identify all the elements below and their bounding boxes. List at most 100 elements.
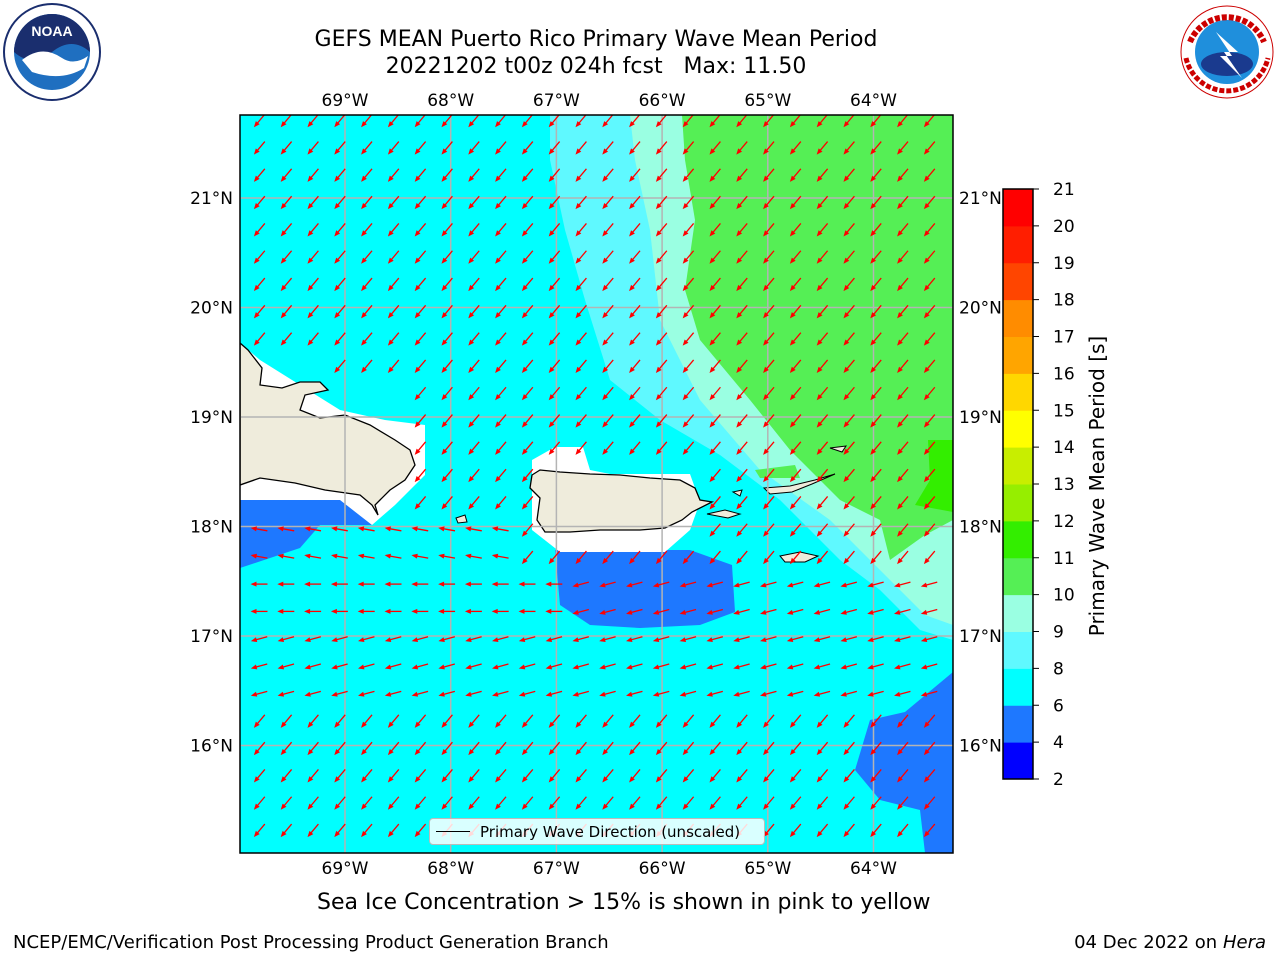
wave-vector-head [816,721,823,728]
wave-vector-head [763,448,769,455]
wave-vector-head [441,284,448,292]
wave-vector-head [602,202,609,210]
wave-vector-head [897,148,903,155]
wave-vector-head [789,776,796,783]
wave-vector-head [679,609,687,615]
wave-vector-head [277,608,284,614]
wave-vector-head [548,121,555,128]
wave-vector-head [491,526,499,532]
wave-vector-head [923,421,930,428]
hispaniola-land [240,342,416,516]
wave-vector-head [789,366,796,373]
wave-vector-head [843,175,850,182]
wave-vector-head [763,394,769,401]
wave-vector-head [870,530,877,537]
wave-vector-head [468,230,475,237]
wave-vector-head [464,608,471,614]
wave-vector-head [870,448,877,455]
wave-vector-head [682,776,689,783]
wave-vector-head [280,148,287,155]
wave-vector-head [843,121,850,128]
wave-vector-head [384,526,391,532]
wave-vector-head [682,284,689,292]
wave-vector-head [387,312,394,319]
wave-vector-head [816,776,823,783]
wave-vector-head [491,581,498,587]
wave-vector-head [786,582,794,588]
wave-vector-head [334,830,341,838]
wave-vector-head [307,748,314,756]
wave-vector-head [414,394,421,401]
wave-vector-head [923,748,930,756]
wave-vector-head [733,637,740,643]
wave-vector-head [894,582,901,588]
wave-vector-head [897,121,903,128]
wave-vector-head [652,691,660,697]
wave-vector-head [441,503,448,510]
wave-vector-head [682,121,689,128]
wave-vector-head [250,553,257,559]
wave-vector-head [465,664,472,670]
wave-vector-head [923,803,930,810]
wave-vector-head [495,175,501,182]
wave-vector-head [548,803,555,810]
wave-vector-head [384,581,391,587]
wave-vector-head [682,803,689,810]
wave-vector-head [655,312,662,319]
wave-vector-head [789,557,796,565]
wave-vector-head [414,721,421,728]
wave-vector-head [468,366,475,373]
wave-vector-head [920,691,928,697]
colorbar-segment [1003,484,1033,522]
wave-vector-head [897,284,903,292]
wave-vector-head [897,530,903,537]
wave-vector-head [870,284,877,292]
wave-vector-head [280,721,287,728]
wave-vector-head [786,609,794,615]
wave-vector-head [307,257,314,264]
wave-vector-head [679,691,687,697]
wave-vector-head [840,609,847,615]
wave-vector-head [629,803,635,810]
wave-vector-head [897,202,903,210]
wave-vector-head [867,637,874,643]
wave-vector-head [548,202,555,210]
wave-vector-head [894,664,901,670]
wave-vector-head [709,776,716,783]
wave-vector-head [304,608,311,614]
wave-vector-head [277,637,285,643]
wave-vector-head [575,202,582,210]
colorbar-segment [1003,225,1033,264]
wave-vector-head [441,448,448,455]
colorbar-segment [1003,299,1033,337]
wave-vector-head [545,581,552,587]
wave-vector-head [789,530,796,537]
wave-vector-head [789,312,796,319]
wave-vector-head [414,776,421,783]
wave-vector-head [414,312,421,319]
wave-vector-head [250,581,257,587]
wave-vector-head [277,553,284,559]
wave-vector-head [816,475,823,483]
wave-vector-head [468,148,475,155]
wave-vector-head [280,312,287,319]
wave-vector-head [602,803,609,810]
wave-vector-head [253,339,260,346]
wave-vector-head [923,776,930,783]
wave-vector-head [816,175,823,182]
wave-vector-head [709,721,716,728]
wave-vector-head [789,475,796,483]
lat-label-right: 20°N [959,299,1002,319]
wave-vector-head [652,609,660,615]
wave-vector-head [384,664,392,670]
wave-vector-head [575,776,582,783]
wave-vector-head [468,284,475,292]
wave-vector-head [575,339,582,346]
wave-vector-head [277,526,284,532]
wave-vector-head [468,257,475,264]
wave-vector-head [709,448,716,455]
wave-vector-head [468,312,475,319]
wave-vector-head [599,664,606,670]
wave-vector-head [521,448,528,455]
wave-vector-head [280,776,287,783]
